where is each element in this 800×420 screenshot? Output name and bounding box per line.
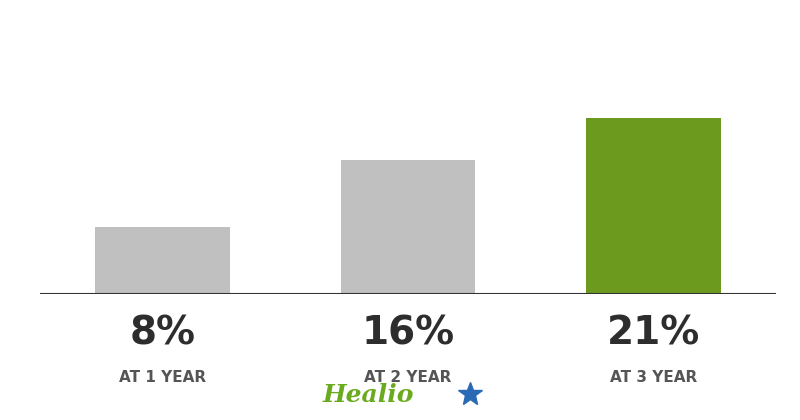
Text: 21%: 21%	[606, 314, 700, 352]
Text: AT 3 YEAR: AT 3 YEAR	[610, 370, 697, 385]
Text: 8%: 8%	[130, 314, 196, 352]
Text: 16%: 16%	[362, 314, 454, 352]
Text: Mortality rates in the Pulmonary Hypertension Association Registry:: Mortality rates in the Pulmonary Hyperte…	[20, 28, 774, 47]
Bar	[341, 160, 475, 294]
Text: AT 2 YEAR: AT 2 YEAR	[364, 370, 452, 385]
Text: Healio: Healio	[322, 383, 414, 407]
Text: AT 1 YEAR: AT 1 YEAR	[119, 370, 206, 385]
Bar	[95, 227, 230, 294]
Bar	[586, 118, 721, 294]
